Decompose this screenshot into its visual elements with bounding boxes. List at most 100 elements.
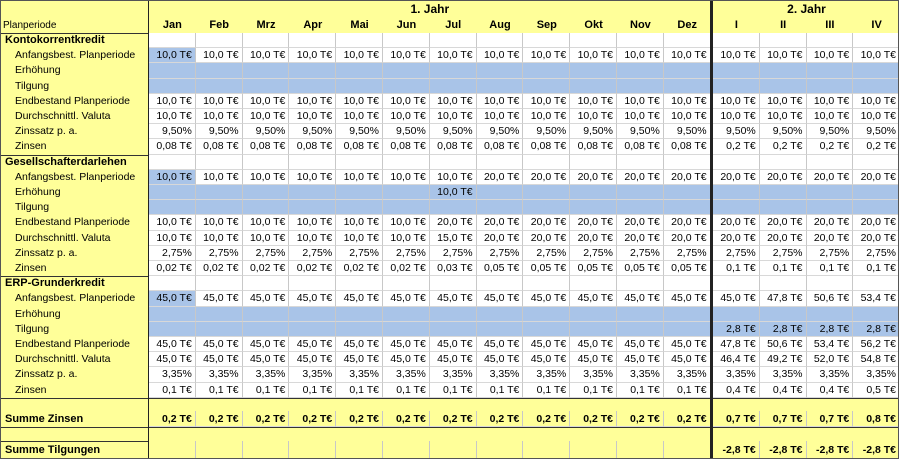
value-cell — [429, 306, 477, 322]
row-label: Zinsen — [15, 140, 47, 153]
value-cell: 2,75% — [149, 245, 196, 261]
value-cell — [759, 185, 807, 201]
column-header: Sep — [536, 19, 557, 31]
value-cell: 10,0 T€ — [806, 93, 854, 109]
column-header: Jun — [396, 19, 417, 31]
value-cell: 0,03 T€ — [429, 261, 477, 277]
value-cell — [570, 440, 617, 458]
value-cell — [617, 321, 664, 337]
value-cell: 2,75% — [289, 245, 337, 261]
value-cell: 20,0 T€ — [806, 169, 854, 185]
row-label: Anfangsbest. Planperiode — [15, 170, 136, 183]
value-cell: 45,0 T€ — [289, 337, 337, 353]
value-cell — [617, 63, 664, 79]
empty-cell — [570, 154, 617, 170]
value-cell — [853, 185, 898, 201]
value-cell: 0,2 T€ — [149, 410, 196, 427]
value-cell: 45,0 T€ — [149, 352, 196, 368]
value-cell: 10,0 T€ — [336, 109, 383, 125]
value-cell: 3,35% — [149, 367, 196, 383]
value-cell: 0,4 T€ — [759, 382, 807, 398]
value-cell: 0,2 T€ — [853, 139, 898, 155]
value-cell — [570, 63, 617, 79]
value-cell: 10,0 T€ — [429, 93, 477, 109]
value-cell — [383, 200, 430, 216]
value-cell: 3,35% — [570, 367, 617, 383]
column-header: Mrz — [256, 19, 276, 31]
value-cell: 2,75% — [523, 245, 571, 261]
empty-cell — [429, 33, 477, 49]
value-cell: 10,0 T€ — [476, 93, 524, 109]
empty-cell — [242, 276, 290, 292]
value-cell: 0,08 T€ — [336, 139, 383, 155]
value-cell: 2,75% — [570, 245, 617, 261]
value-cell: 0,2 T€ — [336, 410, 383, 427]
value-cell: 2,75% — [806, 245, 854, 261]
value-cell: 0,2 T€ — [759, 139, 807, 155]
value-cell: 0,05 T€ — [523, 261, 571, 277]
value-cell: 0,2 T€ — [523, 410, 571, 427]
value-cell: 9,50% — [336, 124, 383, 140]
column-header: Jan — [162, 19, 182, 31]
value-cell: 45,0 T€ — [570, 337, 617, 353]
value-cell: 10,0 T€ — [195, 109, 243, 125]
total-label: Summe Tilgungen — [5, 443, 101, 456]
value-cell — [617, 200, 664, 216]
value-cell: 0,08 T€ — [242, 139, 290, 155]
value-cell — [242, 185, 290, 201]
value-cell: 0,2 T€ — [383, 410, 430, 427]
empty-cell — [336, 33, 383, 49]
value-cell: 0,1 T€ — [853, 261, 898, 277]
value-cell — [289, 185, 337, 201]
value-cell: 2,8 T€ — [853, 321, 898, 337]
value-cell: 20,0 T€ — [759, 215, 807, 231]
value-cell: 2,75% — [663, 245, 711, 261]
value-cell — [195, 306, 243, 322]
value-cell: 0,2 T€ — [195, 410, 243, 427]
value-cell: 20,0 T€ — [806, 215, 854, 231]
empty-cell — [289, 276, 337, 292]
value-cell: 20,0 T€ — [663, 169, 711, 185]
value-cell: 10,0 T€ — [289, 109, 337, 125]
value-cell: 10,0 T€ — [289, 230, 337, 246]
value-cell: 45,0 T€ — [523, 291, 571, 307]
value-cell — [617, 185, 664, 201]
empty-cell — [806, 276, 854, 292]
value-cell: 0,4 T€ — [713, 382, 760, 398]
value-cell: 2,75% — [195, 245, 243, 261]
value-cell — [570, 321, 617, 337]
value-cell: 20,0 T€ — [713, 215, 760, 231]
value-cell: 3,35% — [429, 367, 477, 383]
value-cell: 0,2 T€ — [429, 410, 477, 427]
value-cell — [759, 306, 807, 322]
value-cell: 50,6 T€ — [806, 291, 854, 307]
year-header: 2. Jahr — [787, 2, 826, 16]
empty-cell — [149, 154, 196, 170]
value-cell: 45,0 T€ — [195, 291, 243, 307]
value-cell — [149, 78, 196, 94]
value-cell: 10,0 T€ — [336, 230, 383, 246]
value-cell: 45,0 T€ — [336, 352, 383, 368]
value-cell: 45,0 T€ — [523, 337, 571, 353]
empty-cell — [429, 276, 477, 292]
value-cell — [523, 200, 571, 216]
empty-cell — [617, 276, 664, 292]
column-header: II — [780, 19, 787, 31]
value-cell: 9,50% — [242, 124, 290, 140]
value-cell — [713, 200, 760, 216]
value-cell: 20,0 T€ — [713, 230, 760, 246]
value-cell — [429, 200, 477, 216]
value-cell — [476, 78, 524, 94]
value-cell — [806, 78, 854, 94]
value-cell: 3,35% — [759, 367, 807, 383]
value-cell: 0,08 T€ — [289, 139, 337, 155]
empty-cell — [289, 154, 337, 170]
value-cell — [853, 200, 898, 216]
value-cell: 10,0 T€ — [476, 109, 524, 125]
value-cell: 10,0 T€ — [663, 109, 711, 125]
value-cell: 45,0 T€ — [476, 291, 524, 307]
value-cell: 2,75% — [759, 245, 807, 261]
value-cell: 20,0 T€ — [806, 230, 854, 246]
value-cell — [242, 200, 290, 216]
value-cell: 0,8 T€ — [853, 410, 898, 427]
